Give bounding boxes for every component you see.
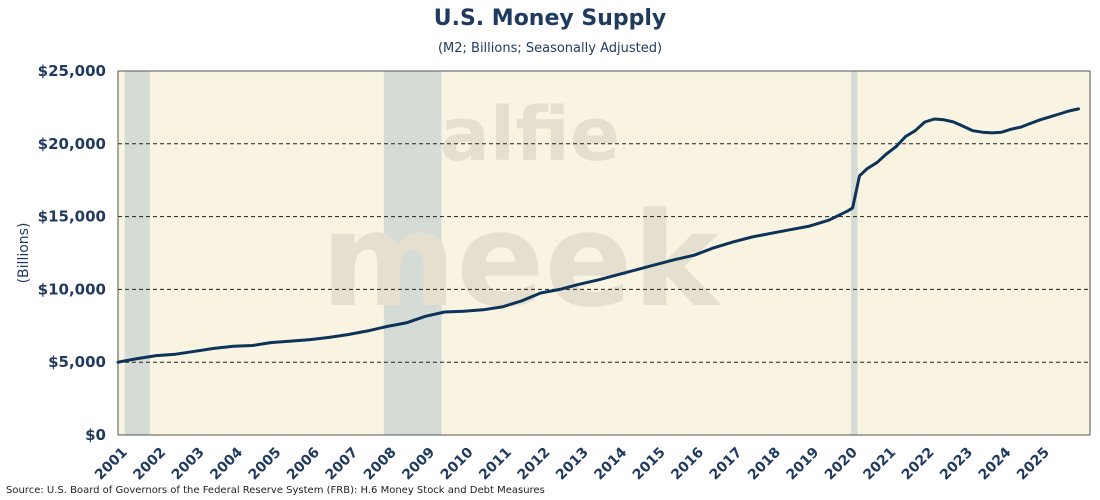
x-tick-label: 2015 xyxy=(630,445,669,484)
y-tick-label: $15,000 xyxy=(38,208,106,226)
x-tick-label: 2001 xyxy=(92,445,131,484)
x-tick-label: 2009 xyxy=(399,445,438,484)
source-note: Source: U.S. Board of Governors of the F… xyxy=(6,485,545,496)
plot-background xyxy=(118,71,1090,435)
x-axis-ticks: 2001 2002 2003 2004 2005 2006 2007 2008 2009 2010… xyxy=(92,444,1053,483)
chart-title: U.S. Money Supply xyxy=(433,6,667,31)
x-tick-label: 2005 xyxy=(246,445,285,484)
x-tick-label: 2007 xyxy=(322,445,361,484)
recession-band-2 xyxy=(851,71,858,435)
chart-subtitle: (M2; Billions; Seasonally Adjusted) xyxy=(437,41,663,56)
y-axis-ticks: $0 $5,000 $10,000 $15,000 $20,000 $25,000 xyxy=(38,62,106,444)
x-tick-label: 2018 xyxy=(745,445,784,484)
x-tick-label: 2012 xyxy=(515,445,554,484)
x-tick-label: 2020 xyxy=(822,444,861,483)
x-tick-label: 2008 xyxy=(361,445,400,484)
x-tick-label: 2024 xyxy=(976,444,1015,483)
recession-band-1 xyxy=(383,71,442,435)
y-tick-label: $25,000 xyxy=(38,62,106,80)
gridlines xyxy=(118,143,1090,363)
y-tick-label: $5,000 xyxy=(48,353,106,371)
x-tick-label: 2003 xyxy=(169,445,208,484)
series-line-m2 xyxy=(116,107,1080,364)
x-tick-label: 2022 xyxy=(899,445,938,484)
x-tick-label: 2021 xyxy=(860,445,899,484)
chart-svg: alfie meek $0 $5,000 $10,000 $15,000 $20,000… xyxy=(16,62,1091,483)
y-tick-label: $10,000 xyxy=(38,280,106,298)
x-tick-label: 2016 xyxy=(668,445,707,484)
x-tick-label: 2019 xyxy=(784,445,823,484)
y-axis-label: (Billions) xyxy=(16,223,32,284)
x-tick-label: 2025 xyxy=(1014,445,1053,484)
plot-border xyxy=(117,70,1091,436)
x-tick-label: 2006 xyxy=(284,445,323,484)
y-tick-label: $20,000 xyxy=(38,135,106,153)
x-tick-label: 2010 xyxy=(438,444,477,483)
x-tick-label: 2014 xyxy=(591,444,630,483)
y-tick-label: $0 xyxy=(85,426,106,444)
watermark-word-2: meek xyxy=(321,184,722,336)
recession-bands xyxy=(124,71,858,435)
x-tick-label: 2011 xyxy=(476,445,515,484)
x-tick-label: 2017 xyxy=(707,445,746,484)
x-tick-label: 2004 xyxy=(207,444,246,483)
x-tick-label: 2002 xyxy=(130,445,169,484)
watermark-logo: alfie meek xyxy=(321,92,722,336)
watermark-word-1: alfie xyxy=(440,92,620,178)
x-tick-label: 2023 xyxy=(937,445,976,484)
x-tick-label: 2013 xyxy=(553,445,592,484)
series-layer xyxy=(116,107,1080,364)
recession-band-0 xyxy=(124,71,150,435)
